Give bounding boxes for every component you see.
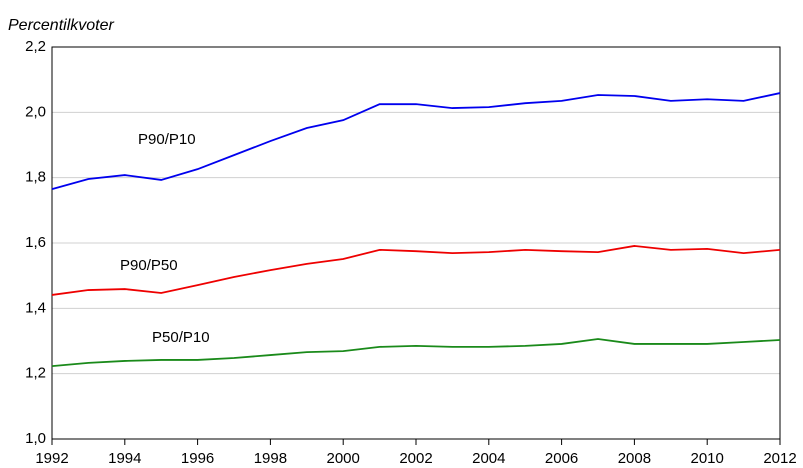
- y-tick-label: 1,4: [25, 299, 46, 316]
- x-tick-label: 2000: [327, 450, 360, 467]
- series-label: P90/P10: [138, 131, 196, 148]
- x-tick-label: 2006: [545, 450, 578, 467]
- x-tick-label: 2012: [763, 450, 796, 467]
- x-tick-label: 1992: [35, 450, 68, 467]
- x-tick-label: 2010: [691, 450, 724, 467]
- series-label: P50/P10: [152, 329, 210, 346]
- x-tick-label: 1996: [181, 450, 214, 467]
- y-tick-label: 1,2: [25, 365, 46, 382]
- x-tick-label: 1998: [254, 450, 287, 467]
- series-line: [51, 338, 781, 368]
- x-tick-label: 2004: [472, 450, 505, 467]
- series-label: P90/P50: [120, 257, 178, 274]
- y-tick-label: 1,8: [25, 169, 46, 186]
- x-tick-label: 1994: [108, 450, 141, 467]
- y-tick-label: 1,6: [25, 234, 46, 251]
- y-tick-label: 2,0: [25, 103, 46, 120]
- x-tick-label: 2008: [618, 450, 651, 467]
- series-line: [51, 92, 781, 190]
- chart-title: Percentilkvoter: [8, 17, 114, 34]
- x-tick-label: 2002: [399, 450, 432, 467]
- y-tick-label: 2,2: [25, 38, 46, 55]
- series-line: [51, 245, 781, 296]
- y-tick-label: 1,0: [25, 430, 46, 447]
